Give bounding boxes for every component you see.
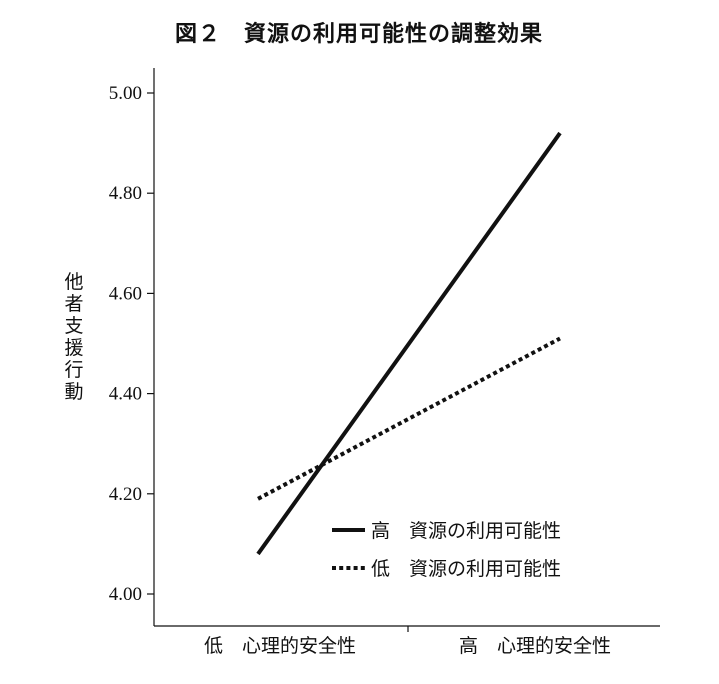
x-labels: 低 心理的安全性 高 心理的安全性 bbox=[204, 635, 611, 657]
chart-title: 図２ 資源の利用可能性の調整効果 bbox=[175, 21, 543, 47]
x-category-label: 低 心理的安全性 bbox=[204, 635, 356, 657]
y-ticks: 4.00 4.20 4.40 4.60 4.80 5.00 bbox=[109, 83, 154, 605]
y-tick-label: 4.80 bbox=[109, 183, 142, 204]
axes: 4.00 4.20 4.40 4.60 4.80 5.00 低 心理的安全性 高 心理的安全… bbox=[64, 68, 660, 657]
y-tick-label: 4.40 bbox=[109, 384, 142, 405]
y-tick-label: 5.00 bbox=[109, 83, 142, 104]
series-lines bbox=[256, 131, 562, 556]
y-tick-label: 4.60 bbox=[109, 283, 142, 304]
y-tick-label: 4.00 bbox=[109, 584, 142, 605]
y-axis-label-char: 援 bbox=[64, 337, 83, 359]
series-line-high-resource bbox=[256, 131, 562, 556]
y-tick-label: 4.20 bbox=[109, 484, 142, 505]
x-category-label: 高 心理的安全性 bbox=[459, 635, 611, 657]
y-axis-label-char: 者 bbox=[64, 293, 83, 315]
y-axis-label-char: 行 bbox=[64, 359, 83, 381]
y-axis-label-char: 支 bbox=[64, 315, 83, 337]
legend-label: 低 資源の利用可能性 bbox=[371, 558, 561, 580]
y-axis-label-char: 動 bbox=[64, 381, 83, 403]
y-axis-label-char: 他 bbox=[64, 271, 83, 293]
series-line-low-resource bbox=[257, 336, 561, 501]
legend-label: 高 資源の利用可能性 bbox=[371, 520, 561, 542]
